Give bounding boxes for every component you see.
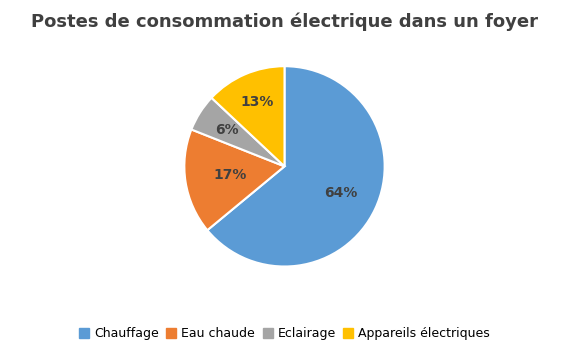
Text: 13%: 13% bbox=[240, 95, 273, 109]
Wedge shape bbox=[212, 66, 284, 166]
Legend: Chauffage, Eau chaude, Eclairage, Appareils électriques: Chauffage, Eau chaude, Eclairage, Appare… bbox=[79, 327, 490, 340]
Text: 64%: 64% bbox=[324, 186, 357, 200]
Text: 6%: 6% bbox=[215, 123, 239, 137]
Title: Postes de consommation électrique dans un foyer: Postes de consommation électrique dans u… bbox=[31, 13, 538, 31]
Wedge shape bbox=[207, 66, 385, 267]
Wedge shape bbox=[184, 130, 284, 230]
Text: 17%: 17% bbox=[213, 168, 247, 182]
Wedge shape bbox=[191, 98, 284, 166]
